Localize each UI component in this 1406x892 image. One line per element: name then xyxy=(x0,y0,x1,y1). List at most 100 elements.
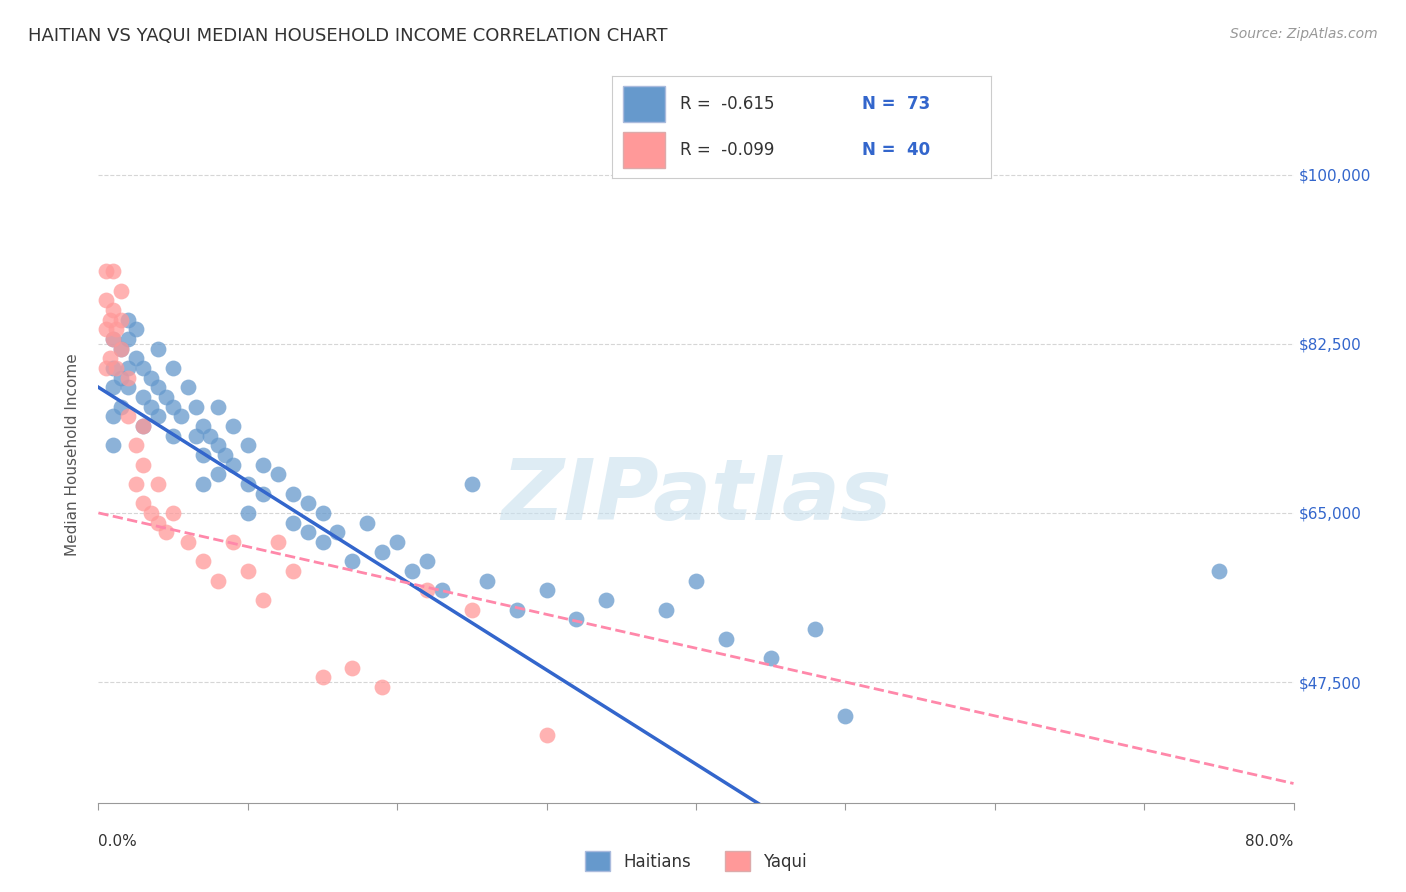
Point xyxy=(222,419,245,434)
Point xyxy=(236,564,259,578)
Point xyxy=(117,370,139,384)
Point xyxy=(759,651,782,665)
Point xyxy=(94,264,117,278)
FancyBboxPatch shape xyxy=(623,132,665,168)
Point xyxy=(207,438,229,452)
Point xyxy=(155,525,177,540)
Point xyxy=(103,438,125,452)
Point xyxy=(297,525,319,540)
Point xyxy=(252,593,274,607)
Point xyxy=(371,544,394,558)
Point xyxy=(94,293,117,308)
Point xyxy=(155,390,177,404)
Point xyxy=(132,361,155,376)
Text: Source: ZipAtlas.com: Source: ZipAtlas.com xyxy=(1230,27,1378,41)
Point xyxy=(536,583,558,598)
Point xyxy=(105,322,128,336)
Text: HAITIAN VS YAQUI MEDIAN HOUSEHOLD INCOME CORRELATION CHART: HAITIAN VS YAQUI MEDIAN HOUSEHOLD INCOME… xyxy=(28,27,668,45)
Point xyxy=(103,332,125,346)
Point xyxy=(184,400,207,414)
Point xyxy=(94,322,117,336)
Point xyxy=(110,312,132,326)
Point xyxy=(103,264,125,278)
Point xyxy=(162,400,184,414)
Point xyxy=(416,554,439,568)
Point xyxy=(281,564,304,578)
Point xyxy=(100,351,122,366)
Point xyxy=(117,380,139,394)
Point xyxy=(117,332,139,346)
Point xyxy=(236,476,259,491)
Point xyxy=(685,574,707,588)
Point xyxy=(103,380,125,394)
Point xyxy=(162,361,184,376)
Point xyxy=(103,332,125,346)
Point xyxy=(385,535,409,549)
Text: R =  -0.099: R = -0.099 xyxy=(681,141,775,159)
Point xyxy=(162,506,184,520)
Point xyxy=(222,458,245,472)
Point xyxy=(401,564,423,578)
Text: 0.0%: 0.0% xyxy=(98,834,138,849)
Point xyxy=(110,284,132,298)
Point xyxy=(342,554,364,568)
Point xyxy=(162,428,184,442)
Point xyxy=(139,506,162,520)
Point xyxy=(148,380,170,394)
Point xyxy=(222,535,245,549)
FancyBboxPatch shape xyxy=(623,87,665,122)
Point xyxy=(311,535,333,549)
Point xyxy=(177,380,200,394)
Point xyxy=(148,476,170,491)
Point xyxy=(475,574,498,588)
Point xyxy=(804,622,827,636)
Point xyxy=(214,448,236,462)
Point xyxy=(191,554,214,568)
Point xyxy=(148,342,170,356)
Point xyxy=(595,593,617,607)
Point xyxy=(834,708,856,723)
Point xyxy=(110,342,132,356)
Point xyxy=(103,303,125,318)
Point xyxy=(125,351,148,366)
Legend: Haitians, Yaqui: Haitians, Yaqui xyxy=(579,845,813,878)
Point xyxy=(461,602,484,616)
Point xyxy=(252,458,274,472)
Point xyxy=(132,458,155,472)
Point xyxy=(311,670,333,684)
Point xyxy=(105,361,128,376)
Point xyxy=(267,467,290,482)
Point xyxy=(200,428,222,442)
Point xyxy=(132,496,155,510)
Point xyxy=(94,361,117,376)
Point xyxy=(148,409,170,424)
Point xyxy=(103,361,125,376)
Point xyxy=(655,602,678,616)
Point xyxy=(132,419,155,434)
Text: N =  73: N = 73 xyxy=(862,95,931,112)
Point xyxy=(191,448,214,462)
Point xyxy=(236,506,259,520)
Point xyxy=(565,612,588,626)
Point xyxy=(103,409,125,424)
Point xyxy=(430,583,453,598)
Point xyxy=(110,400,132,414)
Point xyxy=(132,390,155,404)
Point xyxy=(207,400,229,414)
Point xyxy=(326,525,349,540)
Point xyxy=(117,409,139,424)
Point xyxy=(184,428,207,442)
Point xyxy=(177,535,200,549)
Point xyxy=(252,486,274,500)
Point xyxy=(236,438,259,452)
Point xyxy=(169,409,191,424)
Point xyxy=(100,312,122,326)
Point xyxy=(117,312,139,326)
Point xyxy=(148,516,170,530)
Point xyxy=(139,400,162,414)
Point xyxy=(191,476,214,491)
Point xyxy=(297,496,319,510)
Point xyxy=(207,574,229,588)
Point xyxy=(125,438,148,452)
Point xyxy=(139,370,162,384)
